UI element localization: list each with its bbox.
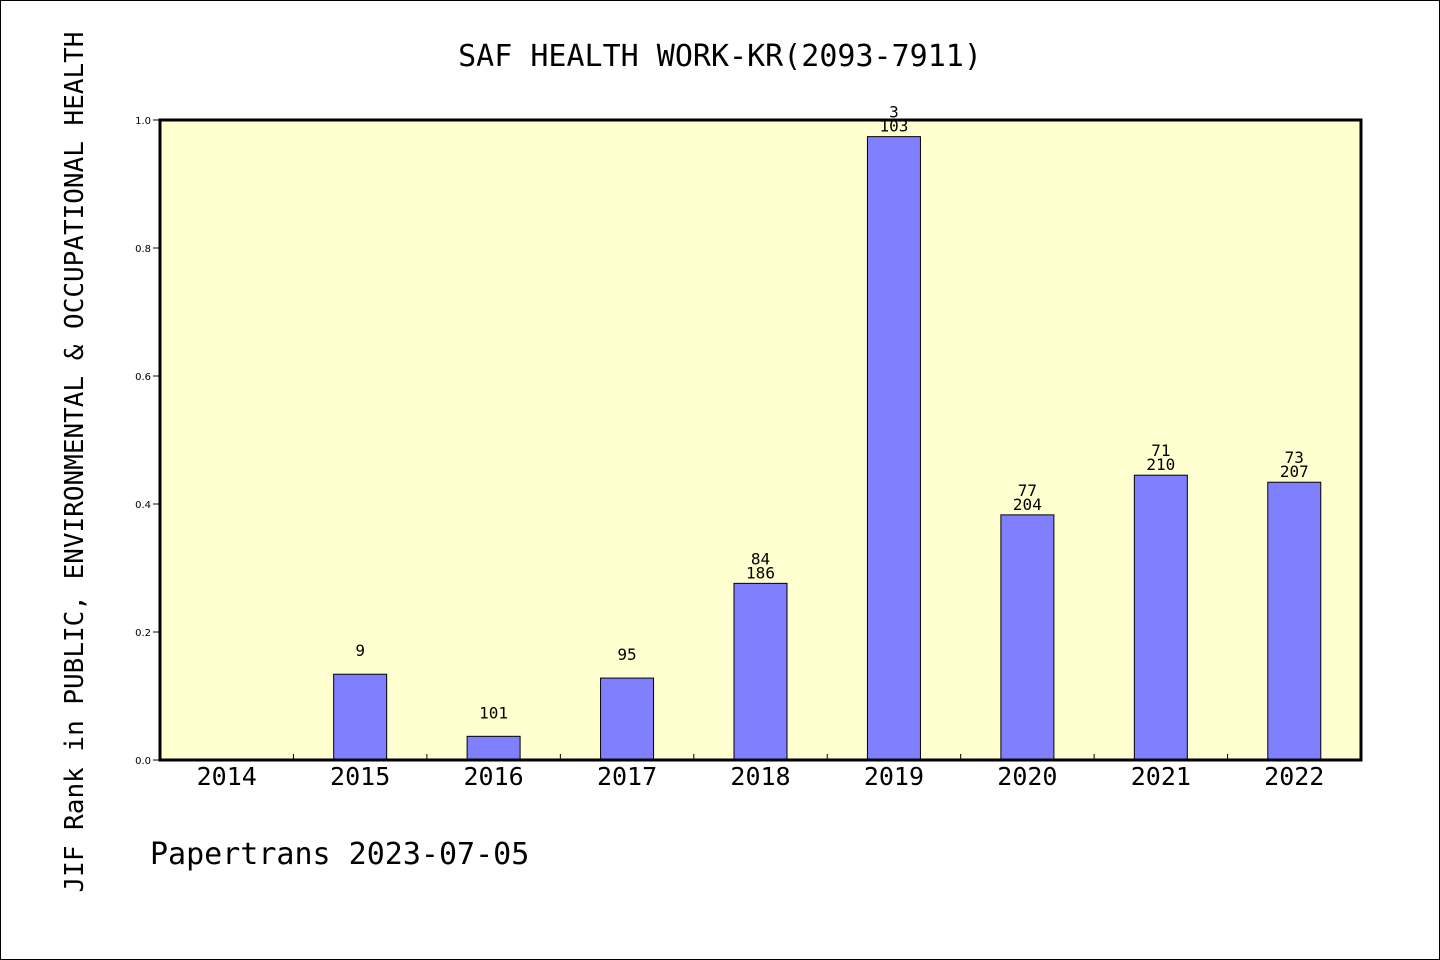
x-tick-label: 2022: [1264, 762, 1324, 791]
y-tick-label: 1.0: [135, 116, 151, 127]
bar-rank-label: 95: [617, 645, 636, 664]
bar-total-label: 210: [1146, 455, 1175, 474]
y-tick-label: 0.8: [135, 244, 151, 255]
x-tick-label: 2017: [597, 762, 657, 791]
bar-total-label: 204: [1013, 495, 1042, 514]
x-tick-label: 2014: [197, 762, 257, 791]
y-tick-label: 0.0: [135, 756, 151, 767]
bar-2021: [1133, 474, 1188, 761]
bar-rank-label: 77: [1018, 481, 1037, 500]
y-tick-label: 0.6: [135, 372, 151, 383]
y-tick-label: 0.4: [135, 500, 151, 511]
bar-2019: [866, 136, 921, 761]
chart-title: SAF HEALTH WORK-KR(2093-7911): [458, 39, 982, 74]
bar-2016: [466, 735, 521, 761]
bar-rank-label: 84: [751, 549, 770, 568]
x-tick-label: 2018: [730, 762, 790, 791]
y-axis-label: JIF Rank in PUBLIC, ENVIRONMENTAL & OCCU…: [60, 32, 90, 893]
bar-total-label: 186: [746, 563, 775, 582]
x-tick-label: 2015: [330, 762, 390, 791]
x-tick-label: 2020: [997, 762, 1057, 791]
footer-credit: Papertrans 2023-07-05: [150, 837, 529, 872]
x-tick-label: 2021: [1131, 762, 1191, 791]
bar-2017: [600, 677, 655, 761]
x-tick-label: 2016: [464, 762, 524, 791]
bar-2020: [1000, 514, 1055, 761]
bar-rank-label: 71: [1151, 441, 1170, 460]
labels-layer: 2014 201592016101201795201818684201910332…: [135, 103, 1324, 791]
bar-rank-label: 73: [1285, 448, 1304, 467]
plot-border: [158, 118, 1363, 762]
bar-rank-label: 101: [479, 703, 508, 722]
bar-2022: [1267, 481, 1322, 761]
bars-layer: [333, 136, 1322, 761]
bar-rank-label: 3: [889, 103, 899, 122]
y-tick-label: 0.2: [135, 628, 151, 639]
bar-2018: [733, 582, 788, 761]
bar-rank-label: 9: [355, 641, 365, 660]
bar-2015: [333, 673, 388, 761]
x-tick-label: 2019: [864, 762, 924, 791]
bar-total-label: 207: [1280, 462, 1309, 481]
